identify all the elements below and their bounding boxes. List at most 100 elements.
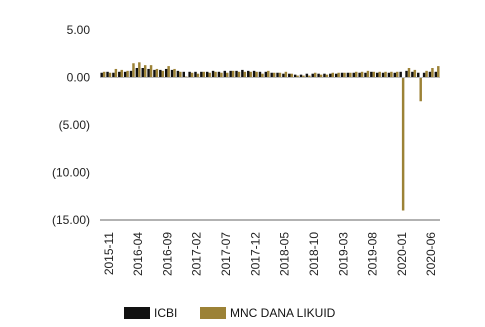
bar-mnc-dana-likuid [243, 71, 247, 78]
bar-mnc-dana-likuid [396, 71, 399, 78]
bar-mnc-dana-likuid [313, 72, 317, 78]
bar-mnc-dana-likuid [302, 75, 305, 78]
bar-icbi [340, 72, 344, 78]
bar-icbi [118, 71, 121, 78]
y-tick-label: (15.00) [52, 213, 90, 227]
bar-mnc-dana-likuid [360, 71, 364, 78]
bar-icbi [194, 71, 197, 78]
bar-mnc-dana-likuid [407, 68, 411, 78]
bar-mnc-dana-likuid [190, 72, 194, 78]
bar-icbi [106, 71, 109, 78]
bar-icbi [311, 73, 314, 78]
bar-mnc-dana-likuid [255, 71, 258, 78]
bar-mnc-dana-likuid [325, 74, 329, 78]
y-tick-label: (5.00) [59, 118, 90, 132]
x-tick-label: 2017-12 [248, 232, 262, 276]
bar-icbi [100, 72, 103, 78]
bar-icbi [112, 72, 115, 78]
bar-icbi [375, 72, 379, 78]
bar-icbi [305, 73, 309, 78]
y-tick-label: (10.00) [52, 166, 90, 180]
bar-mnc-dana-likuid [284, 71, 288, 78]
bar-mnc-dana-likuid [267, 70, 270, 78]
y-tick-label: 5.00 [67, 23, 91, 37]
x-tick-label: 2020-01 [395, 232, 409, 276]
bar-mnc-dana-likuid [220, 72, 223, 78]
bar-mnc-dana-likuid [108, 72, 112, 78]
bar-icbi [393, 72, 397, 78]
x-tick-label: 2019-03 [336, 232, 350, 276]
x-tick-label: 2018-10 [307, 232, 321, 276]
bar-mnc-dana-likuid [419, 77, 422, 102]
bar-mnc-dana-likuid [343, 72, 346, 78]
bar-icbi [188, 71, 191, 78]
bar-mnc-dana-likuid [401, 77, 405, 211]
bar-mnc-dana-likuid [120, 69, 123, 78]
bar-mnc-dana-likuid [249, 71, 252, 78]
bar-mnc-dana-likuid [278, 72, 282, 78]
bar-mnc-dana-likuid [196, 73, 200, 78]
bar-icbi [170, 69, 174, 78]
bar-mnc-dana-likuid [226, 72, 229, 78]
bar-icbi [387, 72, 391, 78]
x-tick-label: 2017-02 [190, 232, 204, 276]
bar-mnc-dana-likuid [138, 62, 141, 78]
bar-icbi [211, 70, 215, 78]
bar-mnc-dana-likuid [337, 72, 340, 78]
bar-mnc-dana-likuid [202, 71, 206, 78]
bar-mnc-dana-likuid [425, 70, 428, 78]
bar-icbi [364, 72, 367, 78]
bar-mnc-dana-likuid [384, 71, 387, 78]
bar-icbi [141, 68, 144, 78]
x-axis: 2015-11 2016-04 2016-09 2017-02 2017-07 2017-… [102, 232, 438, 276]
x-tick-label: 2016-09 [160, 232, 174, 276]
bar-icbi [329, 73, 332, 78]
bar-icbi [299, 74, 303, 78]
bar-icbi [217, 71, 221, 78]
bar-mnc-dana-likuid [431, 68, 434, 78]
bar-icbi [270, 72, 273, 78]
bar-icbi [135, 68, 139, 78]
bar-icbi [422, 72, 426, 78]
bar-mnc-dana-likuid [214, 71, 217, 78]
bar-icbi [352, 72, 355, 78]
bar-icbi [252, 70, 256, 78]
bar-icbi [205, 71, 209, 78]
bar-mnc-dana-likuid [331, 72, 335, 78]
bar-icbi [247, 70, 250, 78]
bar-mnc-dana-likuid [167, 66, 170, 78]
bar-mnc-dana-likuid [126, 70, 129, 78]
bar-icbi [370, 71, 373, 78]
bar-mnc-dana-likuid [296, 75, 299, 78]
bar-icbi [346, 72, 350, 78]
bar-icbi [323, 73, 326, 78]
bar-icbi [229, 70, 232, 78]
y-axis: 5.00 0.00 (5.00) (10.00) (15.00) [52, 23, 90, 227]
bar-icbi [164, 68, 168, 78]
bar-mnc-dana-likuid [114, 68, 118, 78]
bar-mnc-dana-likuid [179, 71, 182, 78]
bar-mnc-dana-likuid [272, 72, 276, 78]
bar-icbi [381, 72, 385, 78]
x-tick-label: 2015-11 [102, 232, 116, 275]
x-tick-label: 2020-06 [424, 232, 438, 276]
bar-icbi [399, 71, 402, 78]
bar-mnc-dana-likuid [290, 73, 293, 78]
bar-icbi [176, 70, 180, 78]
bar-mnc-dana-likuid [149, 65, 153, 78]
bar-icbi [282, 73, 285, 78]
bar-icbi [428, 71, 432, 78]
bar-icbi [293, 74, 297, 78]
legend-label-mnc-dana-likuid: MNC DANA LIKUID [230, 306, 336, 320]
bar-mnc-dana-likuid [231, 70, 235, 78]
bar-mnc-dana-likuid [308, 75, 311, 78]
bar-icbi [334, 73, 338, 78]
bar-icbi [264, 71, 268, 78]
bar-mnc-dana-likuid [372, 71, 376, 78]
bar-mnc-dana-likuid [208, 72, 211, 78]
bar-mnc-dana-likuid [261, 73, 264, 78]
bar-mnc-dana-likuid [161, 70, 165, 78]
bar-icbi [129, 70, 133, 78]
bar-icbi [147, 68, 150, 78]
x-tick-label: 2018-05 [278, 232, 292, 276]
